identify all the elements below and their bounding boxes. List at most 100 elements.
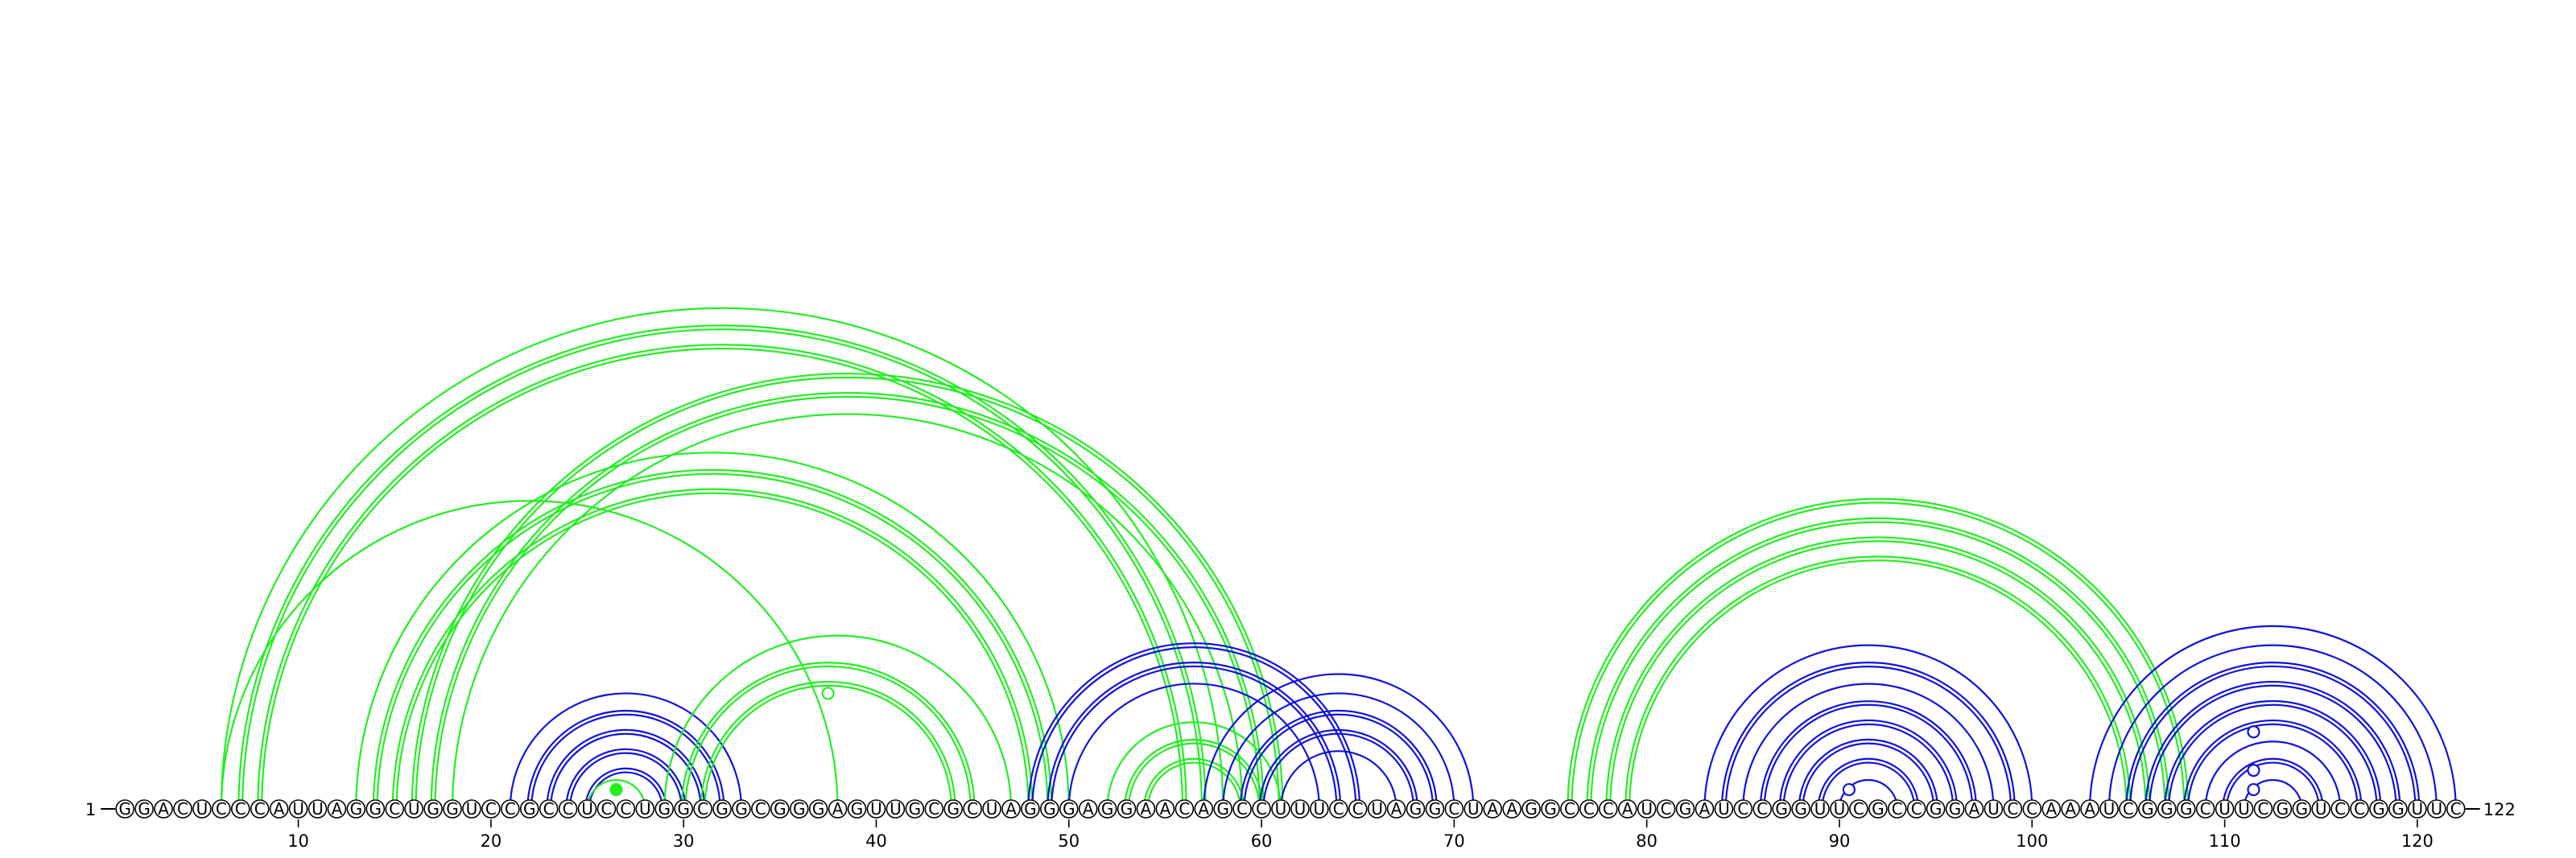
base-pair-arc	[2204, 740, 2342, 810]
svg-text:A: A	[1198, 799, 1209, 819]
svg-text:C: C	[563, 799, 574, 819]
nucleotide: C	[616, 799, 636, 819]
svg-text:C: C	[2200, 799, 2211, 819]
svg-text:G: G	[350, 799, 363, 819]
nucleotide: C	[597, 799, 617, 819]
base-pair-arc	[2168, 703, 2378, 810]
base-pair-arc	[2183, 719, 2363, 810]
nucleotide: U	[1984, 799, 2004, 819]
position-tick: 120	[2401, 819, 2434, 851]
svg-text:C: C	[928, 799, 939, 819]
svg-text:G: G	[1949, 799, 1962, 819]
svg-text:G: G	[658, 799, 671, 819]
base-pair-arc	[1759, 699, 1977, 810]
nucleotide: G	[1926, 799, 1946, 819]
nucleotide: C	[2195, 799, 2215, 819]
nucleotide: C	[1849, 799, 1868, 819]
svg-text:C: C	[967, 799, 978, 819]
base-pair-arc	[1821, 761, 1916, 810]
nucleotide: G	[712, 799, 732, 819]
nucleotide: C	[1656, 799, 1676, 819]
loop-marker	[609, 782, 623, 797]
base-pair-arc	[1590, 521, 2166, 810]
sequence-end-label: 122	[2483, 800, 2516, 819]
nucleotide: U	[288, 799, 308, 819]
nucleotide: G	[115, 799, 134, 819]
nucleotide: C	[481, 799, 501, 819]
base-pair-arc	[584, 767, 667, 810]
svg-text:G: G	[2180, 799, 2193, 819]
nucleotide: G	[1425, 799, 1445, 819]
nucleotide: A	[1078, 799, 1098, 819]
nucleotide: U	[1637, 799, 1657, 819]
base-pair-arc	[411, 373, 1284, 810]
svg-text:80: 80	[1636, 831, 1657, 851]
svg-text:G: G	[1410, 799, 1422, 819]
nucleotide: U	[2408, 799, 2427, 819]
svg-text:U: U	[1988, 799, 2000, 819]
base-pair-arc	[1817, 757, 1920, 810]
svg-text:C: C	[1564, 799, 1575, 819]
position-tick: 70	[1443, 819, 1465, 851]
loop-marker	[1842, 782, 1856, 797]
svg-text:A: A	[2046, 799, 2057, 819]
svg-text:C: C	[755, 799, 766, 819]
nucleotide: U	[1714, 799, 1734, 819]
svg-text:A: A	[1969, 799, 1980, 819]
svg-text:G: G	[1544, 799, 1557, 819]
base-pair-arc	[2187, 723, 2359, 810]
base-pair-arc	[1051, 665, 1338, 810]
svg-text:U: U	[1718, 799, 1730, 819]
base-pair-arc	[1802, 742, 1935, 810]
svg-text:U: U	[581, 799, 593, 819]
nucleotide: U	[1463, 799, 1484, 819]
base-pair-arc	[1203, 673, 1475, 810]
svg-text:A: A	[158, 799, 169, 819]
base-pair-arc	[530, 713, 721, 810]
nucleotide: C	[558, 799, 578, 819]
nucleotide: C	[2253, 799, 2273, 819]
svg-text:U: U	[1275, 799, 1287, 819]
svg-text:G: G	[909, 799, 922, 819]
nucleotide: C	[539, 799, 559, 819]
base-pair-arc	[395, 492, 1030, 810]
svg-text:A: A	[832, 799, 844, 819]
nucleotide: C	[230, 799, 250, 819]
nucleotide: G	[1040, 799, 1059, 819]
svg-text:G: G	[1679, 799, 1692, 819]
base-pair-arc	[704, 684, 952, 810]
base-pair-arc	[2145, 680, 2401, 810]
svg-text:C: C	[2123, 799, 2134, 819]
svg-text:C: C	[1256, 799, 1267, 819]
base-pair-arc	[565, 748, 687, 810]
svg-text:G: G	[1794, 799, 1807, 819]
base-pair-arc	[2107, 644, 2438, 810]
svg-text:C: C	[601, 799, 612, 819]
svg-text:G: G	[812, 799, 825, 819]
svg-text:U: U	[196, 799, 208, 819]
nucleotide: C	[212, 799, 231, 819]
nucleotide: A	[1001, 799, 1021, 819]
nucleotide: A	[2041, 799, 2061, 819]
svg-text:U: U	[1294, 799, 1307, 819]
nucleotide: U	[1367, 799, 1387, 819]
svg-text:G: G	[369, 799, 382, 819]
base-pair-arc	[237, 324, 1207, 810]
svg-text:C: C	[697, 799, 708, 819]
svg-text:60: 60	[1251, 831, 1273, 851]
nucleotide: G	[770, 799, 790, 819]
svg-text:U: U	[870, 799, 882, 819]
nucleotide: A	[2061, 799, 2080, 819]
nucleotide: C	[2446, 799, 2466, 819]
nucleotide: C	[2330, 799, 2350, 819]
base-pair-arc	[509, 692, 743, 810]
base-pair-arc	[355, 452, 1070, 810]
svg-text:G: G	[523, 799, 536, 819]
svg-text:U: U	[408, 799, 420, 819]
base-pair-arc	[1605, 536, 2151, 810]
position-tick: 110	[2209, 819, 2241, 851]
svg-text:G: G	[1024, 799, 1037, 819]
base-pair-arc	[2088, 625, 2457, 810]
svg-text:20: 20	[481, 831, 502, 851]
